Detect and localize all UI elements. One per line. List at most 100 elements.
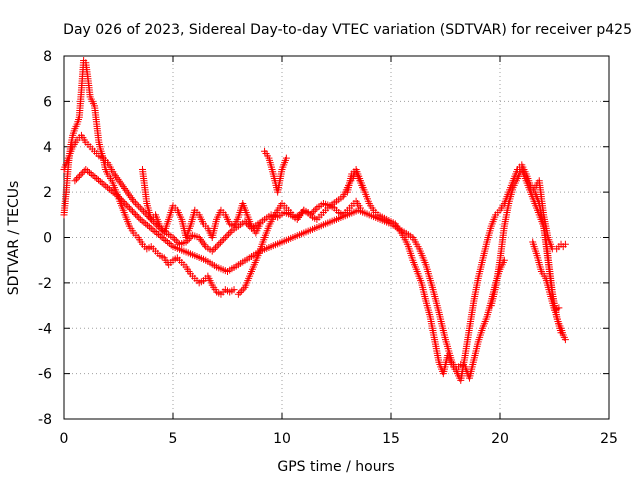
data-point-fill — [216, 239, 224, 247]
data-point — [136, 215, 144, 223]
data-point-fill — [102, 182, 110, 190]
y-tick-label: -6 — [38, 367, 52, 383]
data-point-fill — [226, 228, 234, 236]
data-point-fill — [184, 236, 192, 244]
data-point-fill — [236, 289, 244, 297]
x-tick-label: 10 — [273, 431, 291, 447]
data-point-fill — [142, 220, 150, 228]
y-tick-label: -8 — [38, 412, 52, 428]
data-point-fill — [127, 194, 135, 202]
data-point — [147, 224, 155, 232]
data-point-fill — [149, 226, 157, 234]
data-point — [117, 179, 125, 187]
data-point-fill — [172, 237, 180, 245]
data-point-fill — [200, 241, 208, 249]
data-points — [60, 57, 569, 384]
data-point — [123, 188, 131, 196]
data-point-fill — [171, 235, 179, 243]
data-point-fill — [212, 244, 220, 252]
grid-lines — [64, 56, 609, 419]
data-point — [136, 204, 144, 212]
data-point-fill — [129, 207, 137, 215]
data-point-fill — [196, 235, 204, 243]
y-tick-label: -4 — [38, 321, 52, 337]
data-point-fill — [127, 206, 135, 214]
y-tick-labels: -8 -6 -4 -2 0 2 4 6 8 — [38, 49, 52, 428]
data-point-fill — [119, 198, 127, 206]
data-point-fill — [118, 181, 126, 189]
data-point-fill — [121, 184, 129, 192]
data-point-fill — [154, 230, 162, 238]
data-point-fill — [135, 214, 143, 222]
data-point — [215, 240, 223, 248]
data-point-fill — [311, 206, 319, 214]
data-point-fill — [160, 235, 168, 243]
y-tick-label: 6 — [43, 94, 52, 110]
data-point-fill — [131, 199, 139, 207]
data-point-fill — [218, 237, 226, 245]
data-point — [234, 290, 242, 298]
data-point-fill — [96, 178, 104, 186]
data-point-fill — [238, 287, 246, 295]
data-point-fill — [198, 237, 206, 245]
data-point-fill — [113, 174, 121, 182]
data-point-fill — [115, 177, 123, 185]
data-point-fill — [126, 192, 134, 200]
data-point-fill — [85, 168, 93, 176]
data-point-fill — [111, 190, 119, 198]
series-track-c — [71, 165, 508, 382]
data-point-fill — [98, 179, 106, 187]
data-point — [208, 247, 216, 255]
data-point — [221, 234, 229, 241]
data-point-fill — [135, 202, 143, 210]
data-point-fill — [105, 185, 113, 193]
data-point-fill — [140, 218, 148, 226]
data-point — [158, 234, 166, 241]
data-point-fill — [164, 238, 172, 246]
data-point-fill — [130, 209, 138, 217]
data-point-fill — [111, 172, 119, 180]
data-point — [256, 220, 264, 228]
data-point-fill — [79, 169, 87, 177]
data-point-fill — [187, 233, 195, 241]
x-tick-labels: 0 5 10 15 20 25 — [60, 431, 618, 447]
data-point-fill — [141, 209, 149, 217]
data-point-fill — [121, 199, 129, 207]
data-point-fill — [122, 186, 130, 194]
data-point-fill — [220, 235, 228, 243]
data-point-fill — [119, 183, 127, 191]
data-point-fill — [308, 209, 316, 217]
data-point-fill — [128, 195, 136, 203]
data-point — [130, 197, 138, 205]
x-tick-label: 5 — [169, 431, 178, 447]
data-point — [82, 165, 90, 173]
data-point-fill — [87, 170, 95, 178]
data-point-fill — [89, 171, 97, 179]
data-point-fill — [132, 210, 140, 218]
data-point — [169, 234, 177, 241]
data-point-fill — [114, 175, 122, 183]
data-point-fill — [76, 172, 84, 180]
data-point-fill — [113, 191, 121, 199]
data-point-fill — [162, 237, 170, 245]
data-point — [93, 175, 101, 183]
data-point-fill — [74, 174, 82, 182]
data-point-fill — [165, 240, 173, 248]
y-tick-label: 8 — [43, 49, 52, 65]
x-tick-label: 20 — [491, 431, 509, 447]
data-point-fill — [144, 221, 152, 229]
data-point-fill — [213, 242, 221, 250]
y-axis-label: SDTVAR / TECUs — [6, 181, 22, 296]
data-point-fill — [151, 219, 159, 227]
chart-title: Day 026 of 2023, Sidereal Day-to-day VTE… — [63, 22, 632, 38]
data-point-fill — [239, 285, 247, 293]
data-point-fill — [225, 230, 233, 238]
x-tick-label: 25 — [600, 431, 618, 447]
data-point — [230, 286, 238, 294]
x-axis-label: GPS time / hours — [277, 459, 394, 475]
x-tick-label: 0 — [60, 431, 69, 447]
data-point-fill — [140, 207, 148, 215]
data-point — [529, 238, 537, 246]
data-point-fill — [77, 170, 85, 178]
